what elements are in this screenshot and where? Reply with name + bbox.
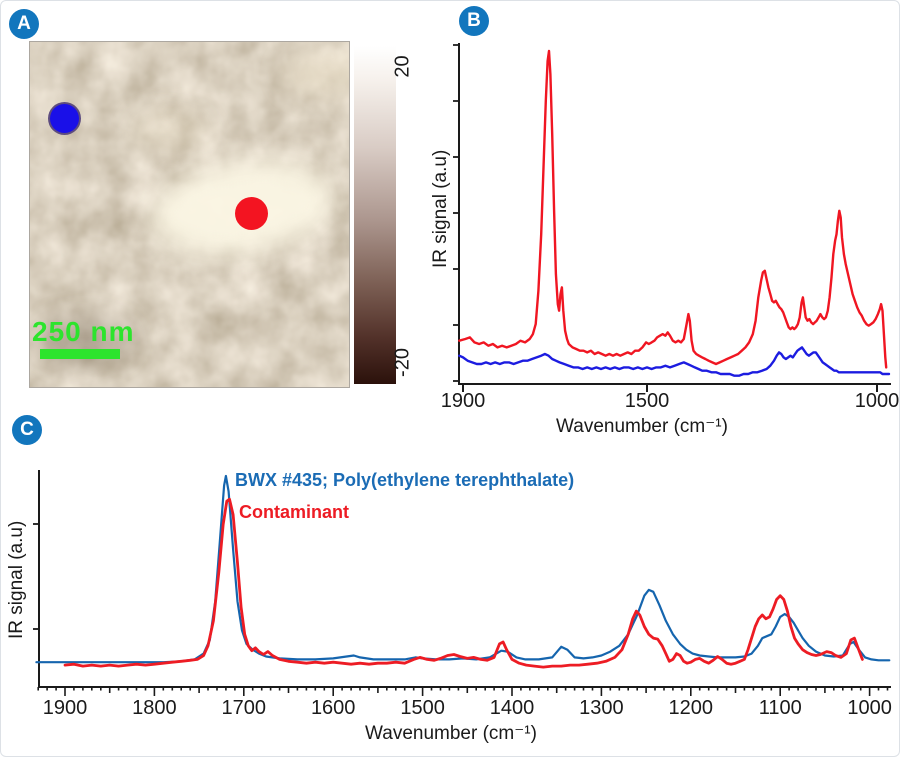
legend-contaminant: Contaminant <box>239 502 349 522</box>
panel-b-x-tick-label: 1000 <box>855 390 900 412</box>
scale-bar-label: 250 nm <box>32 316 135 347</box>
panel-c-badge: C <box>12 415 42 445</box>
panel-b-red-curve <box>458 49 888 369</box>
panel-c-x-axis-label: Wavenumber (cm⁻¹) <box>365 723 537 744</box>
panel-a-badge: A <box>9 9 39 39</box>
height-colorbar <box>354 46 396 384</box>
panel-c-blue-curve <box>35 474 891 664</box>
panel-c-x-tick-label: 1400 <box>490 697 535 719</box>
contaminant-point-marker <box>235 197 268 230</box>
panel-c-axes <box>38 470 891 688</box>
scale-bar <box>40 349 120 359</box>
panel-c-x-tick-label: 1700 <box>222 697 267 719</box>
panel-c-x-tick-label: 1000 <box>847 697 892 719</box>
panel-c-red-curve <box>63 497 864 669</box>
panel-b-axes <box>458 43 891 385</box>
panel-c-x-tick-label: 1200 <box>669 697 714 719</box>
legend-pet-reference: BWX #435; Poly(ethylene terephthalate) <box>235 470 575 490</box>
panel-b-badge: B <box>459 6 489 36</box>
panel-b-x-tick-label: 1500 <box>625 390 670 412</box>
panel-b-x-axis-label: Wavenumber (cm⁻¹) <box>556 416 728 437</box>
panel-b-blue-curve <box>458 346 891 377</box>
panel-c-x-tick-label: 1600 <box>311 697 356 719</box>
panel-c-x-tick-label: 1800 <box>132 697 177 719</box>
panel-b-x-tick-label: 1900 <box>441 390 486 412</box>
panel-c-x-tick-label: 1300 <box>579 697 624 719</box>
panel-c-x-tick-label: 1100 <box>759 697 802 719</box>
matrix-point-marker <box>48 102 81 135</box>
panel-c-x-tick-label: 1500 <box>400 697 445 719</box>
afm-light-patch <box>283 52 349 96</box>
afm-light-patch <box>130 108 210 152</box>
panel-c-x-tick-label: 1900 <box>43 697 88 719</box>
afm-topography-image: 250 nm <box>29 41 350 388</box>
